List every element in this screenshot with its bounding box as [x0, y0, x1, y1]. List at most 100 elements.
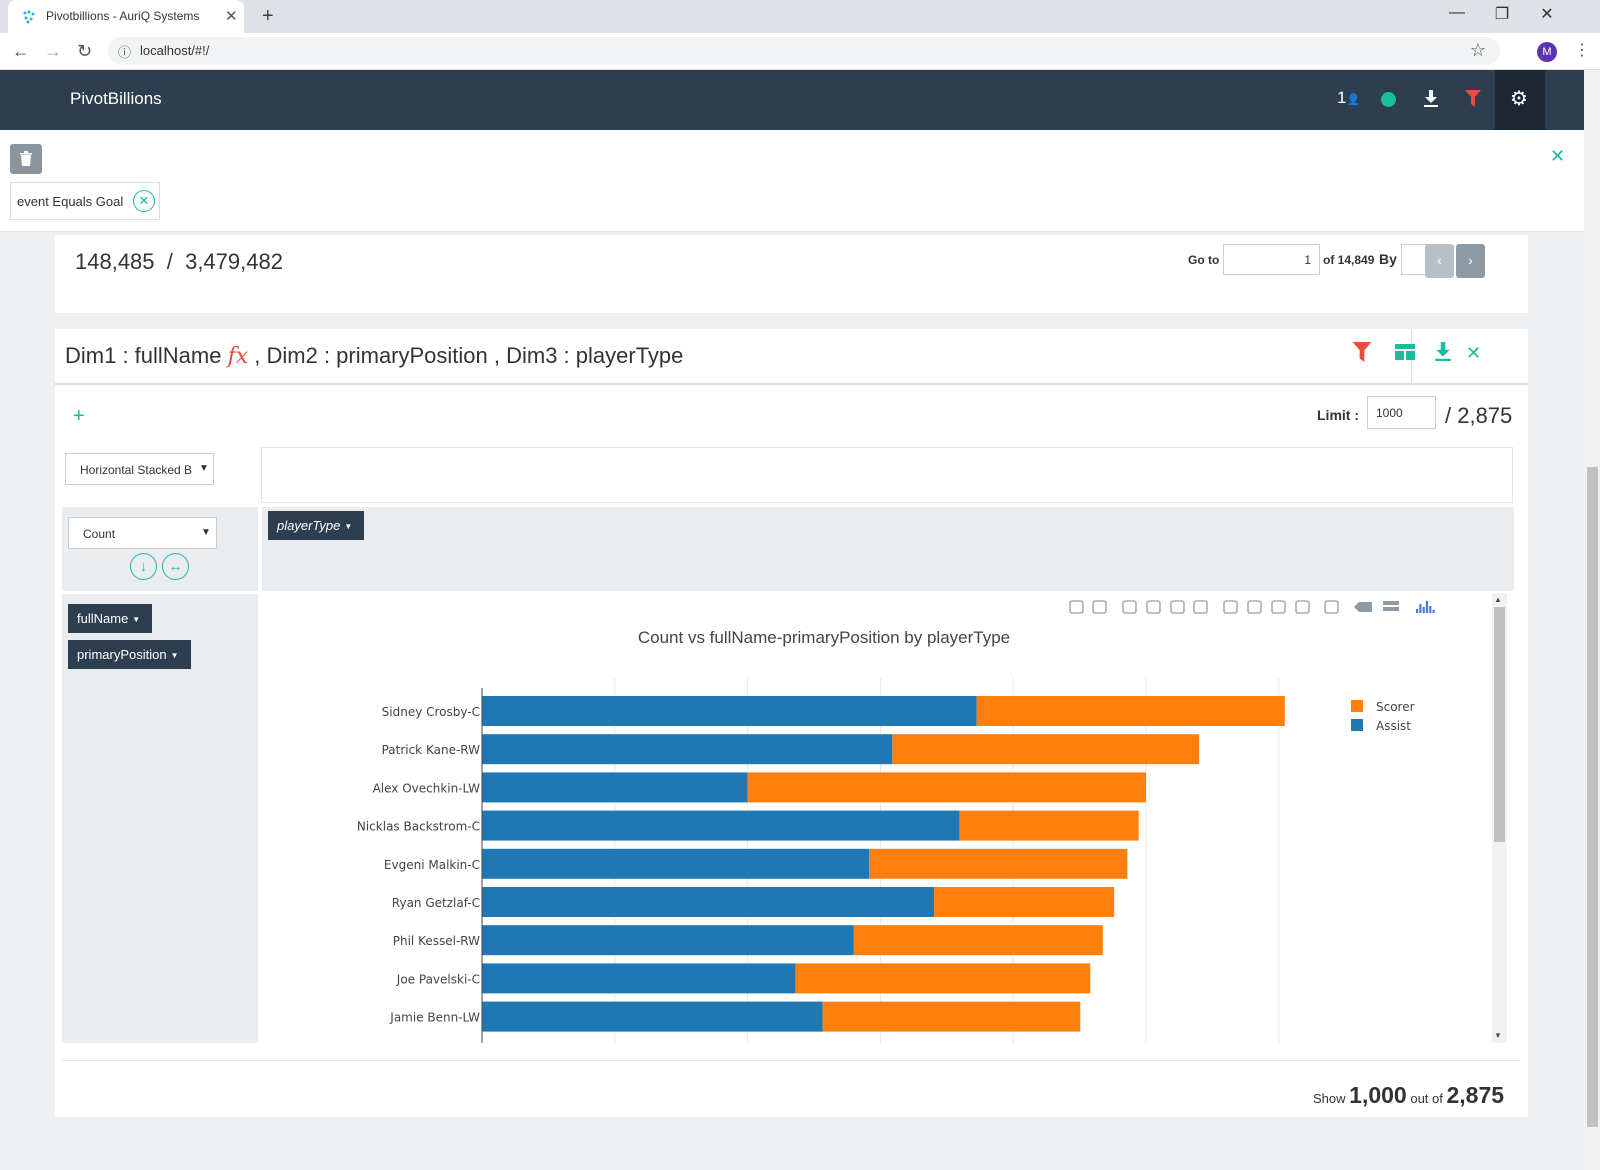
bar-segment[interactable] — [959, 810, 1139, 841]
plotly-logo-icon[interactable] — [1416, 601, 1435, 613]
bar-segment[interactable] — [482, 772, 748, 803]
aggregate-select[interactable]: Count ▼ — [68, 517, 217, 549]
minimize-icon[interactable]: — — [1449, 4, 1465, 21]
page-total: of 14,849 — [1323, 253, 1375, 267]
hover-compare-icon[interactable] — [1383, 601, 1399, 611]
pivot-download-icon[interactable] — [1435, 342, 1451, 361]
box-select-icon[interactable] — [1170, 600, 1185, 614]
zoom-icon[interactable] — [1122, 600, 1137, 614]
prev-page-button[interactable]: ‹ — [1425, 244, 1454, 278]
dim-pill-playerType[interactable]: playerType ▼ — [268, 511, 365, 540]
address-bar[interactable]: ⓘ localhost/#!/ ☆ — [108, 37, 1500, 65]
legend-swatch[interactable] — [1351, 700, 1363, 712]
pivot-title-dim1: Dim1 : fullName — [65, 343, 228, 368]
tab-title: Pivotbillions - AuriQ Systems — [46, 9, 200, 23]
filter-icon[interactable] — [1465, 90, 1481, 107]
bar-segment[interactable] — [795, 963, 1091, 994]
browser-tab[interactable]: Pivotbillions - AuriQ Systems ✕ — [8, 0, 244, 33]
next-page-button[interactable]: › — [1456, 244, 1485, 278]
add-dimension-button[interactable]: + — [73, 405, 85, 427]
profile-avatar[interactable]: M — [1537, 42, 1557, 62]
bar-segment[interactable] — [482, 848, 870, 879]
by-label: By — [1379, 251, 1397, 267]
fx-icon[interactable]: fx — [227, 344, 249, 369]
home-icon[interactable] — [1295, 600, 1310, 614]
close-pivot-icon[interactable]: ✕ — [1466, 343, 1482, 363]
bookmark-star-icon[interactable]: ☆ — [1469, 40, 1486, 60]
chevron-right-icon: › — [1468, 252, 1473, 268]
camera-icon[interactable] — [1069, 600, 1084, 614]
app-brand[interactable]: PivotBillions — [70, 89, 162, 108]
aggregate-value: Count — [83, 527, 116, 541]
window-close-icon[interactable]: ✕ — [1540, 6, 1554, 23]
new-tab-icon[interactable]: + — [262, 5, 274, 27]
chart-type-select[interactable]: Horizontal Stacked B ▼ — [65, 453, 214, 485]
dim-pill-fullName[interactable]: fullName ▼ — [68, 604, 153, 633]
user-count[interactable]: 1👤 — [1337, 88, 1360, 108]
page-scrollbar[interactable] — [1584, 70, 1600, 1170]
bar-segment[interactable] — [747, 772, 1146, 803]
bar-segment[interactable] — [853, 925, 1103, 956]
lasso-icon[interactable] — [1193, 600, 1208, 614]
limit-input[interactable]: 1000 — [1367, 396, 1436, 429]
status-dot-icon[interactable] — [1381, 92, 1396, 107]
bar-chart: Count vs fullName-primaryPosition by pla… — [357, 600, 1435, 1043]
remove-filter-icon[interactable]: ✕ — [133, 190, 155, 212]
zoom-out-icon[interactable] — [1247, 600, 1262, 614]
bar-segment[interactable] — [482, 887, 935, 917]
goto-label: Go to — [1188, 253, 1220, 267]
chart-scroll-thumb[interactable] — [1494, 607, 1505, 842]
sort-rows-button[interactable]: ↓ — [130, 553, 157, 580]
clear-filters-button[interactable] — [10, 144, 42, 174]
close-filter-panel-icon[interactable]: ✕ — [1550, 146, 1566, 166]
bar-segment[interactable] — [822, 1001, 1081, 1032]
bar-segment[interactable] — [892, 734, 1200, 765]
scroll-up-icon[interactable]: ▲ — [1494, 595, 1502, 604]
chart-modebar — [1069, 600, 1435, 614]
bar-segment[interactable] — [934, 887, 1115, 917]
bar-segment[interactable] — [869, 848, 1128, 879]
limit-label: Limit : — [1317, 407, 1359, 423]
restore-icon[interactable]: ❐ — [1494, 6, 1510, 23]
bar-segment[interactable] — [482, 734, 893, 765]
legend-swatch[interactable] — [1351, 719, 1363, 731]
autoscale-icon[interactable] — [1271, 600, 1286, 614]
bar-segment[interactable] — [482, 810, 960, 841]
pan-icon[interactable] — [1146, 600, 1161, 614]
dim-pill-primaryPosition[interactable]: primaryPosition ▼ — [68, 640, 191, 669]
settings-button[interactable]: ⚙ — [1495, 70, 1545, 130]
chart-scrollbar[interactable]: ▲ ▼ — [1492, 593, 1507, 1043]
save-icon[interactable] — [1092, 600, 1107, 614]
caret-down-icon: ▼ — [170, 651, 179, 661]
tab-close-icon[interactable]: ✕ — [225, 8, 238, 25]
y-tick-label: Phil Kessel-RW — [393, 934, 480, 948]
hover-closest-icon[interactable] — [1354, 602, 1372, 612]
chart-legend[interactable]: Scorer Assist — [1351, 700, 1415, 733]
download-icon[interactable] — [1424, 90, 1438, 107]
page-scroll-thumb[interactable] — [1587, 467, 1598, 1127]
sort-cols-button[interactable]: ↔ — [162, 553, 189, 580]
filter-chip: event Equals Goal ✕ — [10, 182, 160, 220]
chart-frame: Count vs fullName-primaryPosition by pla… — [262, 593, 1492, 1043]
page-input[interactable]: 1 — [1223, 244, 1320, 275]
bar-segment[interactable] — [482, 963, 796, 994]
bar-segment[interactable] — [482, 1001, 823, 1032]
forward-icon[interactable]: → — [44, 41, 62, 61]
spike-icon[interactable] — [1324, 600, 1339, 614]
pivot-filter-icon[interactable] — [1352, 342, 1372, 362]
site-info-icon[interactable]: ⓘ — [118, 45, 132, 60]
browser-menu-icon[interactable]: ⋮ — [1574, 42, 1590, 59]
legend-label[interactable]: Assist — [1376, 719, 1411, 733]
table-view-icon[interactable] — [1395, 344, 1415, 360]
rows-shown-count: 1,000 — [1349, 1082, 1407, 1108]
reload-icon[interactable]: ↻ — [77, 41, 93, 61]
arrow-left-right-icon: ↔ — [168, 558, 183, 574]
legend-label[interactable]: Scorer — [1376, 700, 1415, 714]
pivot-title-rest: , Dim2 : primaryPosition , Dim3 : player… — [248, 343, 684, 368]
bar-segment[interactable] — [482, 696, 977, 726]
scroll-down-icon[interactable]: ▼ — [1494, 1031, 1502, 1040]
zoom-in-icon[interactable] — [1223, 600, 1238, 614]
bar-segment[interactable] — [482, 925, 854, 956]
bar-segment[interactable] — [976, 696, 1285, 726]
back-icon[interactable]: ← — [12, 41, 30, 61]
